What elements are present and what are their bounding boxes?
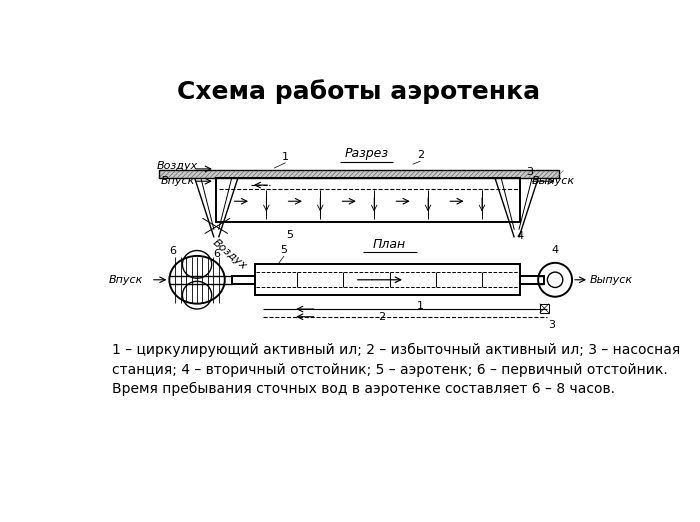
Text: 1: 1 xyxy=(282,152,289,162)
Text: 3: 3 xyxy=(547,320,554,330)
Text: 4: 4 xyxy=(517,231,524,241)
Text: Впуск: Впуск xyxy=(160,176,195,186)
Bar xyxy=(540,304,549,313)
Text: 6: 6 xyxy=(169,246,176,256)
Text: Схема работы аэротенка: Схема работы аэротенка xyxy=(177,79,540,104)
Text: 5: 5 xyxy=(286,230,293,240)
Text: 2: 2 xyxy=(378,312,386,322)
Bar xyxy=(216,178,521,222)
Text: Воздух: Воздух xyxy=(211,238,249,271)
Text: 2: 2 xyxy=(416,150,424,160)
Text: Воздух: Воздух xyxy=(158,161,198,171)
Text: План: План xyxy=(373,238,406,251)
Text: 5: 5 xyxy=(281,245,288,255)
Text: 4: 4 xyxy=(552,245,559,255)
Text: 6: 6 xyxy=(213,249,220,259)
Text: 1 – циркулирующий активный ил; 2 – избыточный активный ил; 3 – насосная
станция;: 1 – циркулирующий активный ил; 2 – избыт… xyxy=(112,343,680,396)
Bar xyxy=(255,264,521,295)
Text: Впуск: Впуск xyxy=(108,275,144,285)
Text: 3: 3 xyxy=(526,167,533,177)
Text: Разрез: Разрез xyxy=(344,147,388,160)
Bar xyxy=(158,171,559,178)
Bar xyxy=(232,276,255,283)
Text: Выпуск: Выпуск xyxy=(532,176,575,186)
Bar xyxy=(521,276,544,283)
Text: 1: 1 xyxy=(417,301,424,311)
Text: Выпуск: Выпуск xyxy=(589,275,633,285)
